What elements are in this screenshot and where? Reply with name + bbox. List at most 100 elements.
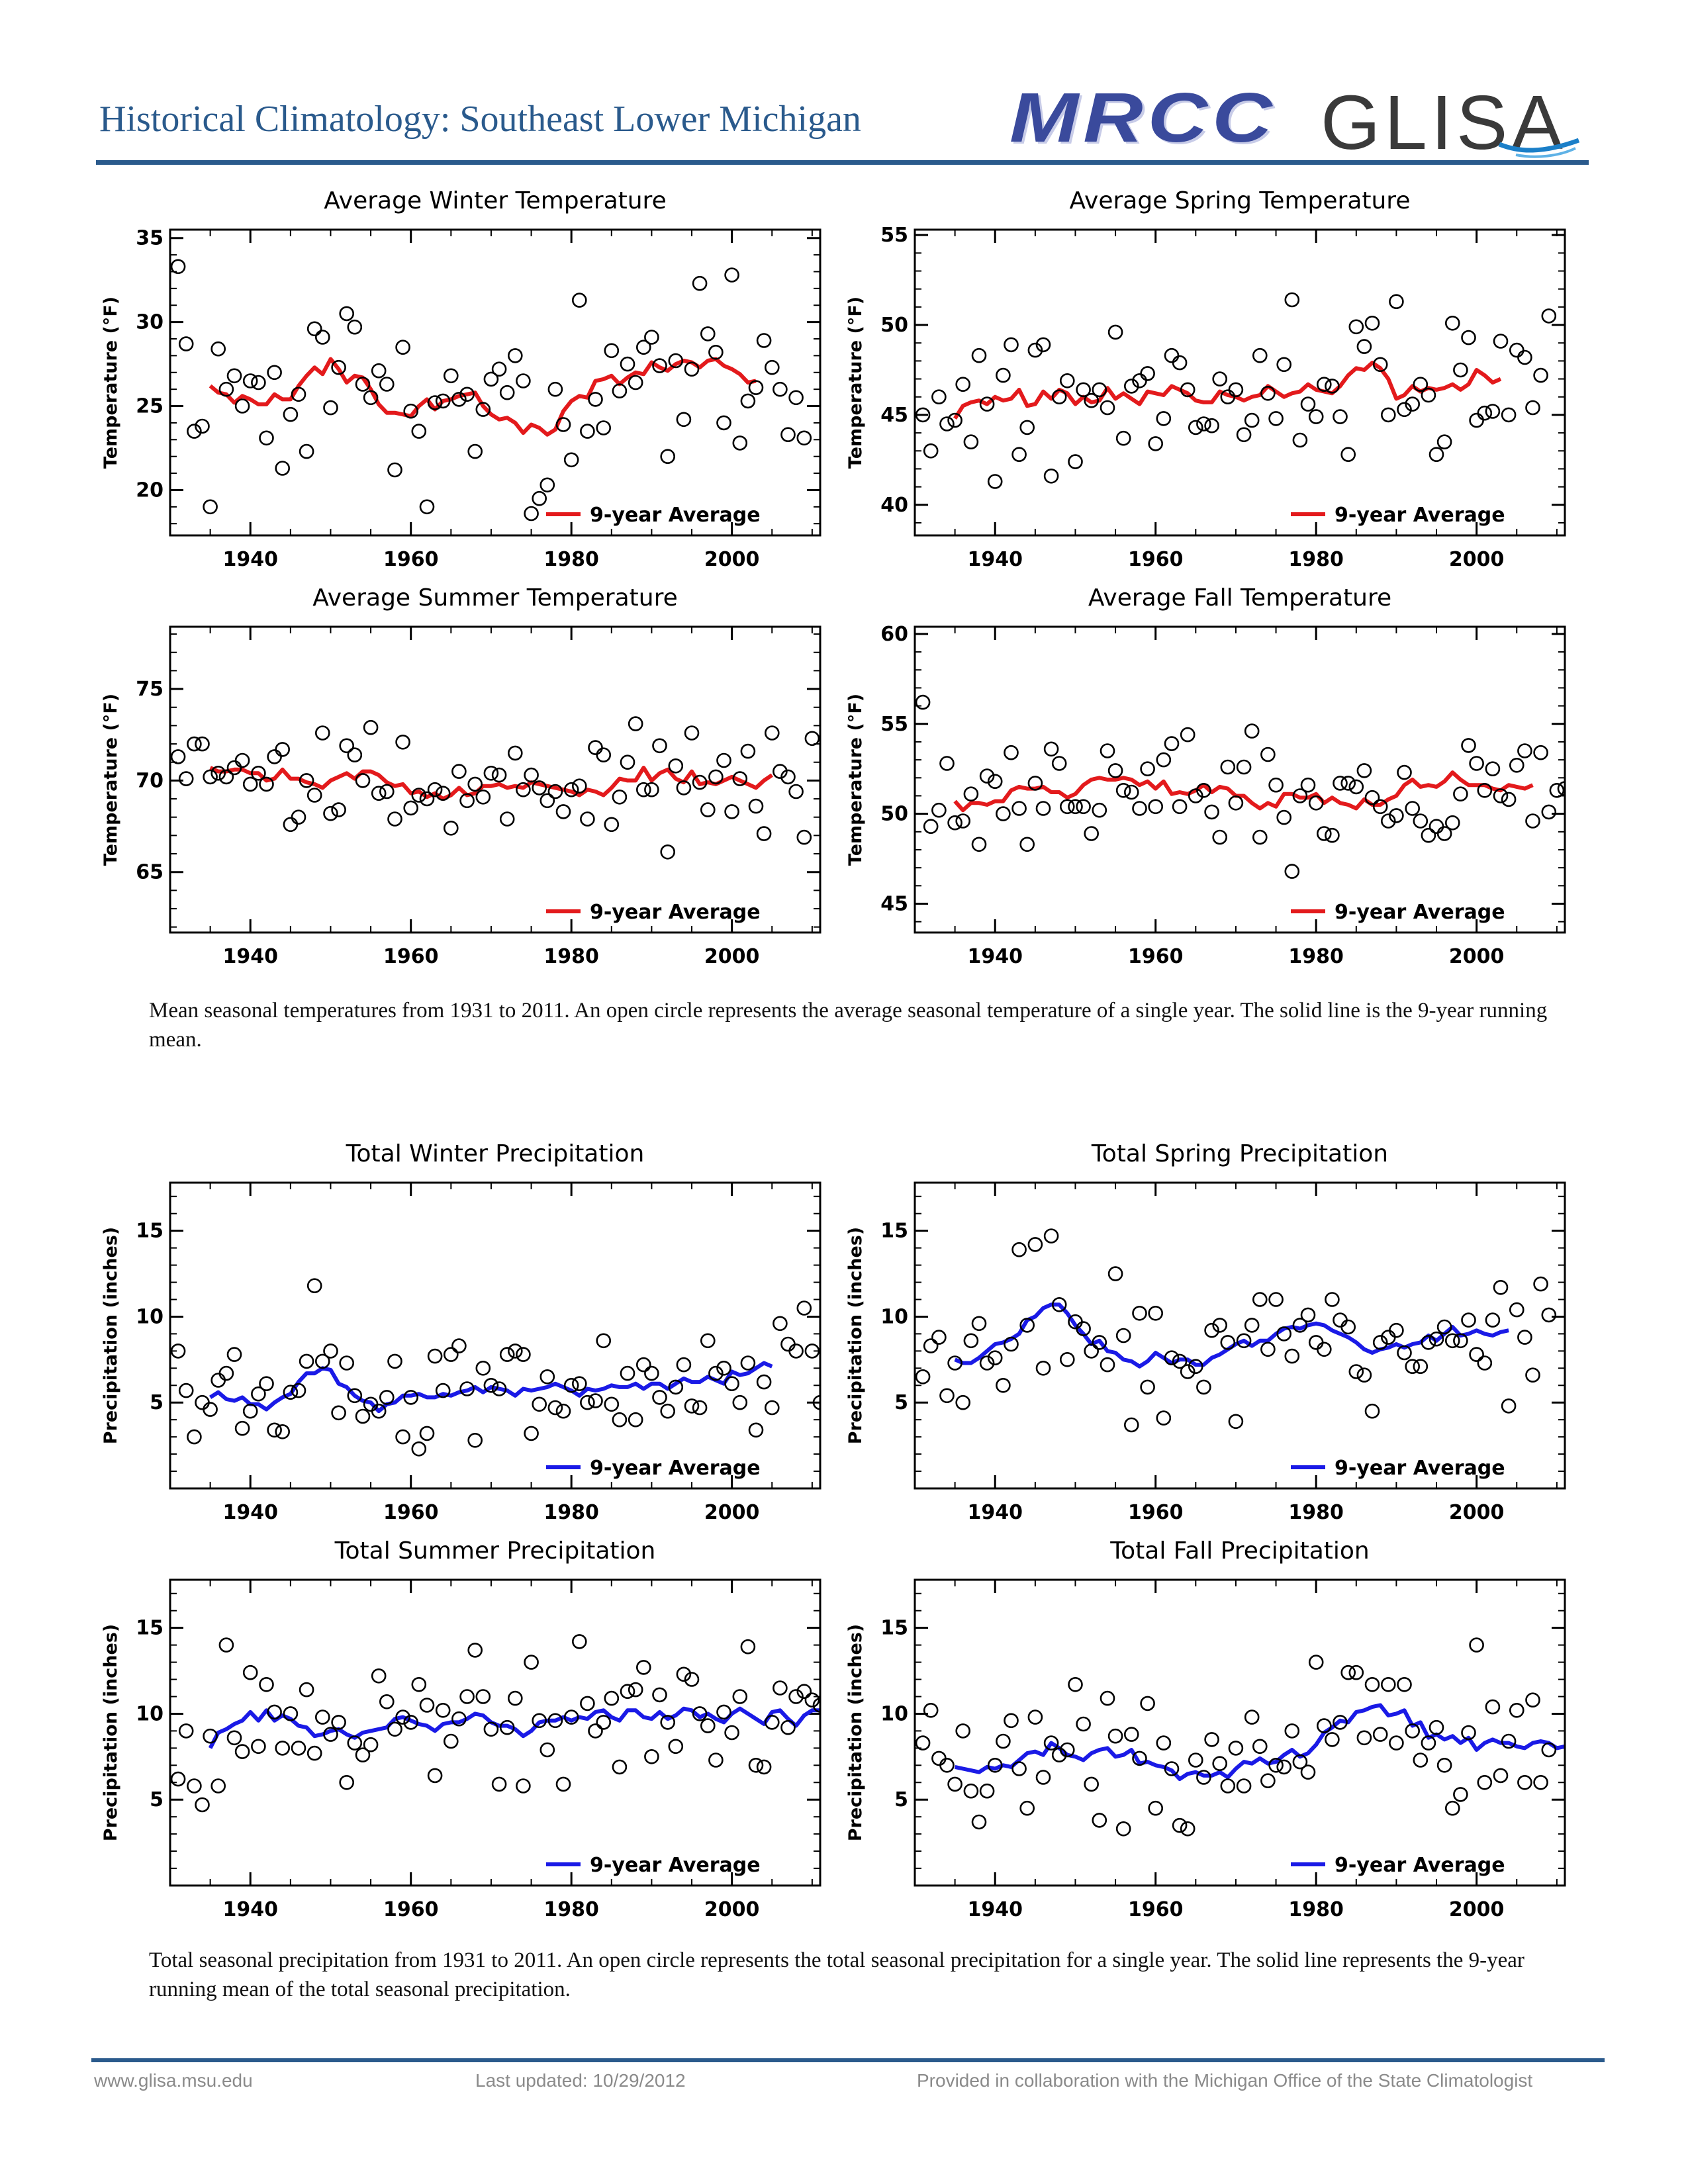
temperature-caption: Mean seasonal temperatures from 1931 to … [149, 999, 1548, 1052]
data-point [195, 1394, 210, 1410]
data-point [1180, 382, 1196, 398]
data-point [419, 1426, 435, 1441]
data-point [1027, 342, 1043, 358]
data-point [780, 1336, 796, 1352]
data-point [1485, 1312, 1501, 1328]
data-point [563, 782, 579, 797]
data-point [532, 780, 547, 796]
data-point [467, 1432, 483, 1448]
data-point [1140, 366, 1155, 381]
data-point [379, 1390, 395, 1405]
running-mean-line [953, 361, 1502, 420]
data-point [676, 1357, 692, 1373]
x-tick-label: 1940 [967, 945, 1023, 968]
data-point [1148, 436, 1164, 451]
data-point [1300, 1307, 1316, 1323]
data-point [1533, 1774, 1548, 1790]
data-point [306, 1745, 322, 1761]
footer-url[interactable]: www.glisa.msu.edu [94, 2070, 253, 2091]
data-point [1051, 756, 1067, 771]
data-point [1276, 1326, 1292, 1342]
data-point [1356, 763, 1372, 778]
data-point [211, 765, 226, 781]
data-point [724, 1376, 739, 1392]
data-point [1084, 1343, 1100, 1359]
data-point [724, 804, 739, 819]
data-point [539, 793, 555, 809]
data-point [628, 1682, 643, 1698]
data-point [1132, 1751, 1147, 1766]
y-tick-label: 60 [880, 623, 908, 646]
data-point [588, 392, 603, 407]
data-point [635, 1660, 651, 1675]
data-point [403, 800, 419, 816]
data-point [1100, 400, 1115, 416]
data-point [748, 380, 764, 395]
data-point [1220, 1335, 1236, 1350]
x-tick-label: 1960 [1128, 548, 1184, 571]
data-point [1188, 420, 1203, 435]
data-point [555, 1403, 571, 1419]
data-point [283, 1706, 299, 1721]
data-point [1461, 1312, 1476, 1328]
y-tick-label: 15 [880, 1617, 908, 1640]
data-point [1485, 404, 1501, 419]
data-point [1348, 319, 1364, 335]
data-point [267, 365, 282, 381]
data-point [796, 430, 812, 446]
data-point [1148, 799, 1164, 815]
data-point [1196, 782, 1211, 798]
footer-credit: Provided in collaboration with the Michi… [917, 2070, 1533, 2091]
data-point [395, 340, 410, 355]
data-point [547, 381, 563, 397]
data-point [1348, 1664, 1364, 1680]
y-tick-label: 35 [136, 227, 164, 250]
data-point [1148, 1305, 1164, 1321]
data-point [267, 1422, 282, 1438]
data-point [1092, 802, 1107, 818]
data-point [524, 767, 539, 783]
chart-title: Total Spring Precipitation [1091, 1140, 1388, 1167]
data-point [773, 381, 788, 397]
data-point [1429, 447, 1444, 463]
data-point [1115, 782, 1131, 798]
data-point [1405, 1723, 1421, 1739]
data-point [1043, 1735, 1059, 1751]
data-point [1541, 1742, 1557, 1758]
data-point [812, 1698, 820, 1713]
data-point [226, 1730, 242, 1746]
plot-frame [914, 1578, 1566, 1887]
chart-title: Total Summer Precipitation [334, 1537, 656, 1565]
data-point [299, 773, 314, 788]
data-point [1100, 743, 1115, 758]
data-point [732, 771, 748, 786]
data-point [1035, 1360, 1051, 1376]
data-point [1436, 826, 1452, 841]
data-point [459, 1689, 475, 1704]
data-point [355, 377, 371, 392]
data-point [323, 400, 338, 416]
data-point [1123, 1417, 1139, 1433]
data-point [323, 1727, 338, 1742]
data-point [1276, 809, 1292, 825]
data-point [684, 1398, 700, 1414]
data-point [299, 443, 314, 459]
x-tick-label: 1960 [383, 1898, 439, 1921]
data-point [765, 1715, 780, 1730]
data-point [1123, 379, 1139, 394]
data-point [1228, 1741, 1244, 1756]
data-point [1493, 1768, 1509, 1784]
data-point [1316, 377, 1332, 392]
footer-updated: Last updated: 10/29/2012 [475, 2070, 686, 2091]
data-point [780, 427, 796, 443]
data-point [1059, 373, 1075, 388]
y-axis-label: Temperature (°F) [101, 694, 121, 866]
data-point [395, 735, 410, 750]
data-point [1316, 826, 1332, 841]
data-point [1100, 1690, 1115, 1706]
y-tick-label: 55 [880, 713, 908, 736]
data-point [516, 373, 531, 388]
data-point [403, 403, 419, 419]
data-point [435, 393, 451, 409]
data-point [539, 1369, 555, 1385]
